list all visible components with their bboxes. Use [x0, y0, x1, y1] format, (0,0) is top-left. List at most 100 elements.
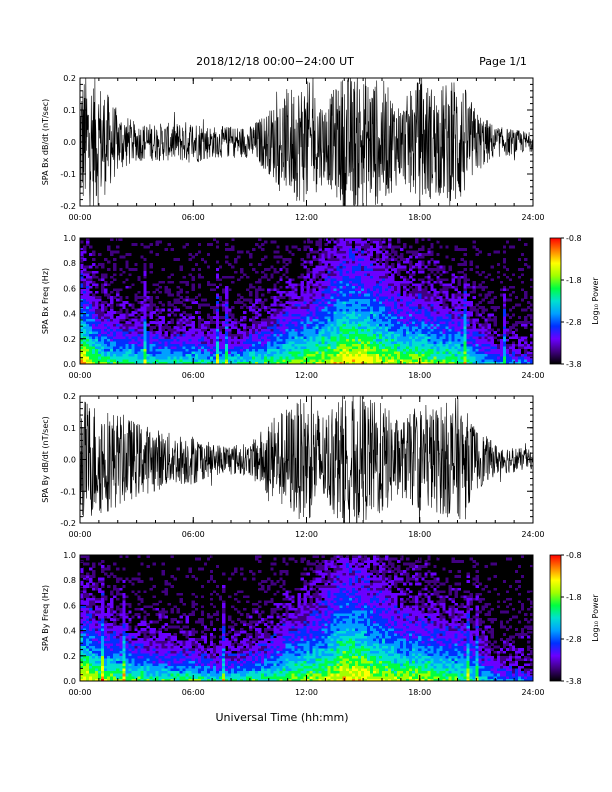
spectrogram-cell [143, 306, 147, 309]
spectrogram-cell [215, 273, 220, 277]
spectrogram-cell [391, 275, 395, 279]
figure-title: 2018/12/18 00:00−24:00 UT [196, 55, 354, 68]
spectrogram-cell [110, 280, 114, 284]
spectrogram-cell [357, 293, 362, 297]
spectrogram-cell [261, 306, 265, 309]
spectrogram-cell [496, 263, 501, 267]
spectrogram-cell [394, 285, 398, 289]
spectrogram-cell [267, 306, 271, 309]
spectrogram-cell [113, 321, 117, 324]
spectrogram-cell [391, 333, 395, 337]
spectrogram-cell [354, 308, 359, 312]
spectrogram-cell [427, 290, 431, 294]
spectrogram-cell [294, 331, 298, 335]
spectrogram-cell [433, 280, 437, 284]
spectrogram-cell [86, 326, 90, 330]
spectrogram-cell [463, 268, 467, 272]
spectrogram-cell [255, 343, 259, 347]
spectrogram-cell [496, 358, 501, 362]
spectrogram-cell [439, 346, 443, 350]
spectrogram-cell [427, 263, 431, 267]
spectrogram-cell [270, 343, 274, 347]
spectrogram-cell [375, 316, 380, 319]
spectrogram-cell [454, 298, 458, 302]
spectrogram-cell [110, 361, 114, 365]
spectrogram-cell [427, 346, 431, 350]
spectrogram-cell [403, 348, 407, 352]
spectrogram-cell [466, 353, 470, 357]
spectrogram-cell [273, 250, 277, 254]
spectrogram-cell [406, 321, 410, 324]
spectrogram-cell [348, 356, 353, 360]
spectrogram-cell [291, 290, 295, 294]
spectrogram-cell [436, 290, 440, 294]
spectrogram-cell [197, 283, 202, 287]
spectrogram-cell [143, 263, 147, 267]
spectrogram-cell [511, 361, 516, 365]
spectrogram-cell [360, 338, 365, 342]
spectrogram-cell [400, 253, 404, 256]
spectrogram-cell [131, 328, 135, 332]
spectrogram-cell [294, 361, 298, 365]
spectrogram-cell [246, 346, 250, 350]
spectrogram-cell [433, 351, 437, 355]
spectrogram-cell [173, 353, 177, 357]
spectrogram-cell [215, 308, 220, 312]
spectrogram-cell [499, 353, 504, 357]
spectrogram-cell [345, 333, 350, 337]
spectrogram-cell [143, 361, 147, 365]
spectrogram-cell [86, 285, 90, 289]
spectrogram-cell [197, 275, 202, 279]
spectrogram-cell [306, 358, 310, 362]
spectrogram-cell [430, 346, 434, 350]
spectrogram-cell [378, 311, 383, 314]
spectrogram-cell [372, 361, 377, 365]
spectrogram-cell [357, 346, 362, 350]
spectrogram-cell [415, 358, 419, 362]
spectrogram-cell [520, 346, 525, 350]
spectrogram-cell [415, 288, 419, 292]
spectrogram-cell [143, 258, 147, 261]
spectrogram-cell [345, 263, 350, 267]
spectrogram-cell [523, 356, 528, 360]
spectrogram-cell [348, 285, 353, 289]
spectrogram-cell [243, 333, 247, 337]
spectrogram-cell [327, 313, 331, 317]
spectrogram-cell [297, 275, 301, 279]
spectrogram-cell [366, 273, 371, 277]
spectrogram-cell [125, 361, 129, 365]
spectrogram-cell [309, 278, 313, 282]
spectrogram-cell [478, 331, 482, 335]
spectrogram-cell [167, 326, 171, 330]
spectrogram-cell [478, 323, 482, 327]
spectrogram-cell [493, 358, 498, 362]
spectrogram-cell [80, 353, 84, 357]
spectrogram-cell [294, 313, 298, 317]
spectrogram-cell [231, 361, 235, 365]
spectrogram-cell [391, 288, 395, 292]
spectrogram-cell [454, 301, 458, 304]
spectrogram-cell [382, 278, 386, 282]
spectrogram-cell [336, 303, 341, 307]
spectrogram-cell [318, 318, 322, 322]
spectrogram-cell [511, 323, 516, 327]
spectrogram-cell [415, 295, 419, 299]
spectrogram-cell [224, 321, 229, 324]
spectrogram-cell [484, 343, 488, 347]
spectrogram-cell [454, 326, 458, 330]
spectrogram-cell [206, 253, 211, 256]
spectrogram-cell [315, 295, 319, 299]
spectrogram-cell [188, 361, 193, 365]
spectrogram-cell [487, 338, 492, 342]
spectrogram-cell [155, 336, 159, 340]
spectrogram-cell [451, 338, 455, 342]
spectrogram-cell [400, 338, 404, 342]
spectrogram-cell [224, 285, 229, 289]
spectrogram-panel-2: 00:00 06:00 12:00 18:00 24:000.00.20.40.60.8… [41, 234, 600, 380]
spectrogram-cell [315, 321, 319, 324]
spectrogram-cell [158, 358, 162, 362]
spectrogram-cell [294, 341, 298, 345]
spectrogram-cell [131, 358, 135, 362]
spectrogram-cell [122, 280, 126, 284]
spectrogram-cell [454, 351, 458, 355]
